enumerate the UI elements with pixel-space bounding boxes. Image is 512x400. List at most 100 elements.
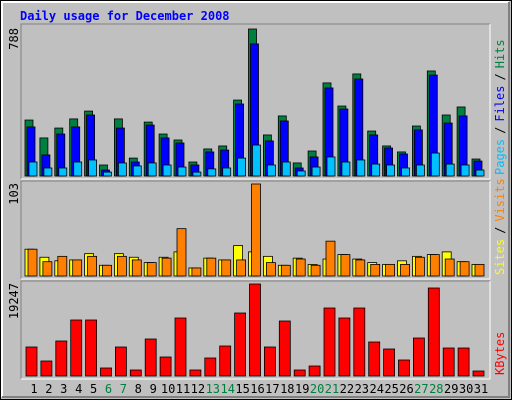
bar [341,161,351,177]
bar [206,257,217,277]
bar [55,340,68,377]
bevel [21,24,491,180]
bar [161,257,172,277]
legend-separator: / [493,227,507,234]
bar [236,259,247,277]
bar [398,359,410,377]
bar [475,169,485,177]
bar [460,164,470,177]
bar [323,307,336,377]
x-tick-label: 31 [474,382,488,396]
bar [57,255,68,277]
y-tick-label: 103 [7,183,21,205]
bar [117,255,127,277]
bar [249,283,261,377]
legend-separator: / [493,127,507,134]
bar [427,287,440,377]
bevel [21,181,491,280]
bar [159,356,172,377]
x-tick-label: 30 [459,382,473,396]
bar [192,171,202,177]
x-tick-label: 17 [265,382,279,396]
bar [281,161,291,177]
bar [355,259,366,277]
bar [386,164,396,177]
x-tick-label: 11 [176,382,190,396]
bar [25,346,38,377]
x-tick-label: 22 [340,382,354,396]
x-tick-label: 15 [235,382,249,396]
bar [70,319,83,377]
legend-entry: Pages [493,139,507,175]
bar [87,255,97,277]
bar [310,264,321,277]
bar [147,162,157,177]
bar [338,317,351,377]
bar [459,261,470,277]
bar [102,264,112,277]
bar [412,337,425,377]
x-tick-label: 9 [150,382,157,396]
bar [368,341,381,377]
x-tick-label: 6 [105,382,112,396]
bevel [20,280,490,379]
y-tick-label: 788 [7,28,21,50]
bar [293,369,306,377]
bar [400,263,410,277]
legend-entry: Visits [493,178,507,221]
legend: KBytes [493,332,507,375]
x-tick-label: 16 [250,382,264,396]
x-tick-label: 4 [75,382,82,396]
bar [353,307,366,377]
bevel [20,23,490,179]
x-tick-label: 25 [384,382,398,396]
bar [370,263,381,277]
legend: Sites / Visits [493,178,507,275]
x-tick-label: 13 [206,382,220,396]
bar [162,164,172,177]
legend-entry: Files [493,86,507,122]
bar [146,262,157,277]
legend-entry: KBytes [493,332,507,375]
bar [73,161,83,177]
bar [28,161,38,177]
bar [85,319,97,377]
x-tick-label: 27 [414,382,428,396]
bar [144,338,157,377]
x-tick-label: 18 [280,382,294,396]
bar [278,320,291,377]
bar [221,259,232,277]
bar [42,261,53,277]
x-tick-label: 12 [191,382,205,396]
x-tick-label: 3 [60,382,67,396]
legend-entry: Sites [493,239,507,275]
bar [103,171,112,177]
bar [445,163,455,177]
bar [43,167,53,177]
bar [131,259,142,277]
bar [100,367,112,377]
bar [429,254,440,277]
x-tick-label: 1 [30,382,37,396]
bar [222,167,232,177]
legend: Pages / Files / Hits [493,39,507,175]
bar [176,228,187,277]
x-tick-label: 2 [45,382,52,396]
y-tick-label: 19247 [7,283,21,319]
bar [296,170,306,177]
bar [207,168,217,177]
bevel [21,281,491,380]
bar [415,164,425,177]
bar [280,264,291,277]
bar [383,348,396,377]
bar [174,317,187,377]
bar [191,267,202,277]
bar [219,345,232,377]
bar [88,159,97,177]
bar [40,360,53,377]
bar [442,347,455,377]
bar [129,369,142,377]
